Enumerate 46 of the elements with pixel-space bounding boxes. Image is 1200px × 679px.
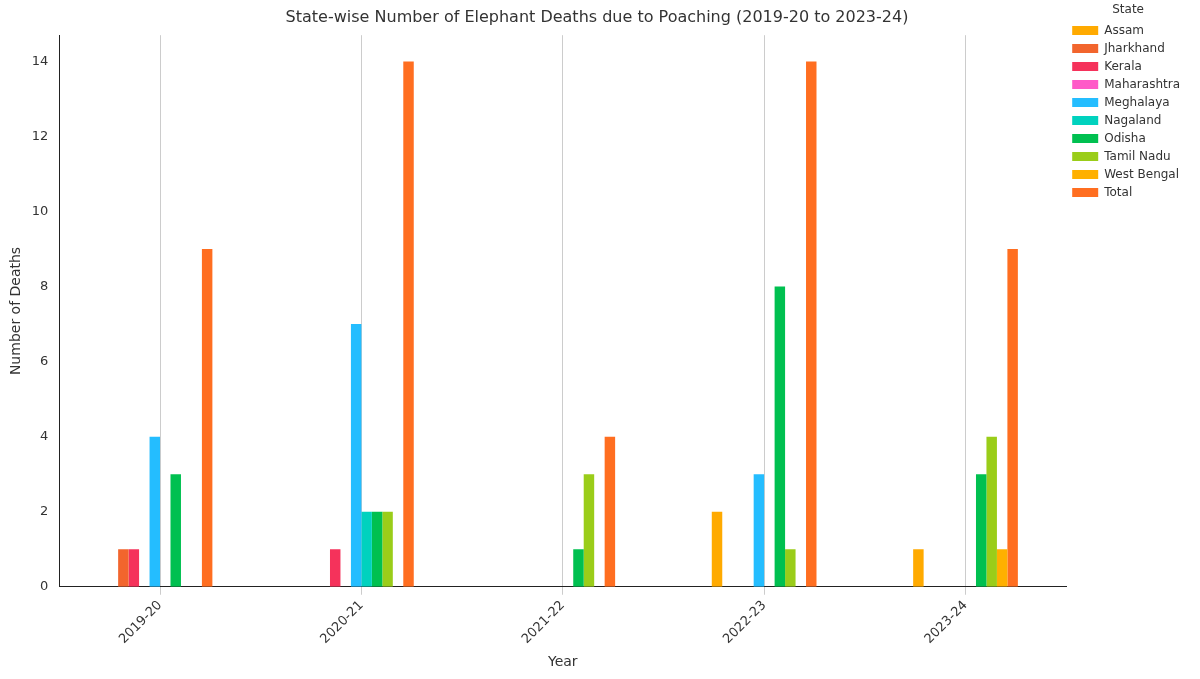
legend-label: Jharkhand <box>1103 40 1165 55</box>
y-tick-label: 14 <box>31 52 49 68</box>
legend-title: State <box>1112 2 1144 17</box>
y-tick-label: 0 <box>40 578 49 594</box>
bar <box>986 436 997 587</box>
bar <box>583 474 595 587</box>
y-tick-label: 10 <box>31 202 49 218</box>
legend-label: West Bengal <box>1104 166 1180 181</box>
bar <box>403 61 414 587</box>
bar <box>711 511 723 587</box>
bar <box>996 549 1008 587</box>
legend-label: Assam <box>1104 22 1144 37</box>
bar <box>128 549 140 587</box>
bar <box>361 511 372 587</box>
bar <box>329 549 341 587</box>
y-tick-label: 4 <box>40 428 49 444</box>
bar <box>604 436 616 587</box>
bar <box>573 549 584 587</box>
y-tick-label: 8 <box>40 277 49 293</box>
bar <box>371 511 383 587</box>
legend-label: Odisha <box>1104 130 1146 145</box>
bar <box>118 549 129 587</box>
bar <box>806 61 817 587</box>
bar <box>201 249 213 587</box>
x-axis-title: Year <box>546 653 578 670</box>
bar <box>913 549 924 587</box>
legend-label: Total <box>1103 184 1133 199</box>
legend-label: Maharashtra <box>1104 76 1181 91</box>
legend-label: Nagaland <box>1104 112 1162 127</box>
bar <box>753 474 765 587</box>
bar <box>785 549 796 587</box>
bar <box>350 324 362 587</box>
chart-title: State-wise Number of Elephant Deaths due to Poaching (2019-20 to 2023-24) <box>285 6 909 26</box>
bar <box>774 286 786 587</box>
bar <box>149 436 161 587</box>
bar <box>382 511 393 587</box>
y-axis-title: Number of Deaths <box>7 246 24 376</box>
bar <box>975 474 987 587</box>
y-tick-label: 12 <box>31 127 49 143</box>
legend-label: Kerala <box>1104 58 1142 73</box>
bar <box>170 474 181 587</box>
legend-label: Meghalaya <box>1104 94 1170 109</box>
legend-label: Tamil Nadu <box>1103 148 1171 163</box>
y-tick-label: 2 <box>40 503 49 519</box>
bar <box>1007 249 1018 587</box>
y-tick-label: 6 <box>40 353 49 369</box>
